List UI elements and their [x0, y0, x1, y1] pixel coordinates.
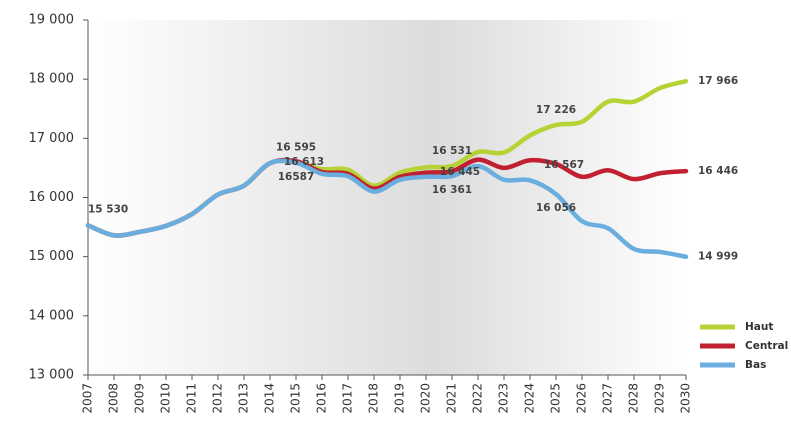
x-tick-label: 2008 — [107, 383, 121, 414]
y-tick-label: 18 000 — [29, 72, 75, 87]
x-tick-label: 2012 — [211, 383, 225, 414]
value-label: 17 966 — [698, 75, 738, 87]
x-tick-label: 2025 — [549, 383, 563, 414]
value-label: 16 567 — [544, 159, 584, 171]
x-tick-label: 2027 — [601, 383, 615, 414]
x-tick-label: 2013 — [237, 383, 251, 414]
x-tick-label: 2009 — [133, 383, 147, 414]
value-label: 16 361 — [432, 184, 472, 196]
x-tick-label: 2010 — [159, 383, 173, 414]
x-tick-label: 2017 — [341, 383, 355, 414]
value-label: 16 445 — [440, 166, 480, 178]
y-tick-label: 13 000 — [29, 368, 75, 383]
x-tick-label: 2028 — [627, 383, 641, 414]
legend-label: Central — [745, 340, 788, 352]
x-tick-label: 2020 — [419, 383, 433, 414]
x-tick-label: 2023 — [497, 383, 511, 414]
y-tick-label: 17 000 — [29, 131, 75, 146]
value-label: 16 595 — [276, 141, 316, 153]
y-tick-label: 15 000 — [29, 249, 75, 264]
x-tick-label: 2030 — [679, 383, 693, 414]
value-label: 16587 — [278, 171, 315, 183]
x-tick-label: 2026 — [575, 383, 589, 414]
value-label: 14 999 — [698, 251, 738, 263]
x-tick-label: 2021 — [445, 383, 459, 414]
x-tick-label: 2014 — [263, 383, 277, 414]
y-tick-label: 16 000 — [29, 190, 75, 205]
x-tick-label: 2024 — [523, 383, 537, 414]
x-tick-label: 2015 — [289, 383, 303, 414]
plot-background — [88, 20, 686, 375]
x-tick-label: 2029 — [653, 383, 667, 414]
y-tick-label: 19 000 — [29, 13, 75, 28]
series-line — [85, 158, 689, 259]
x-tick-label: 2018 — [367, 383, 381, 414]
value-label: 17 226 — [536, 104, 576, 116]
value-label: 16 056 — [536, 202, 576, 214]
legend-label: Bas — [745, 359, 766, 371]
value-label: 16 446 — [698, 165, 738, 177]
x-tick-label: 2019 — [393, 383, 407, 414]
y-tick-label: 14 000 — [29, 308, 75, 323]
x-tick-label: 2011 — [185, 383, 199, 414]
legend-label: Haut — [745, 321, 773, 333]
value-label: 16 613 — [284, 156, 324, 168]
x-tick-label: 2007 — [81, 383, 95, 414]
value-label: 15 530 — [88, 203, 128, 215]
value-label: 16 531 — [432, 145, 472, 157]
x-tick-label: 2016 — [315, 383, 329, 414]
x-tick-label: 2022 — [471, 383, 485, 414]
